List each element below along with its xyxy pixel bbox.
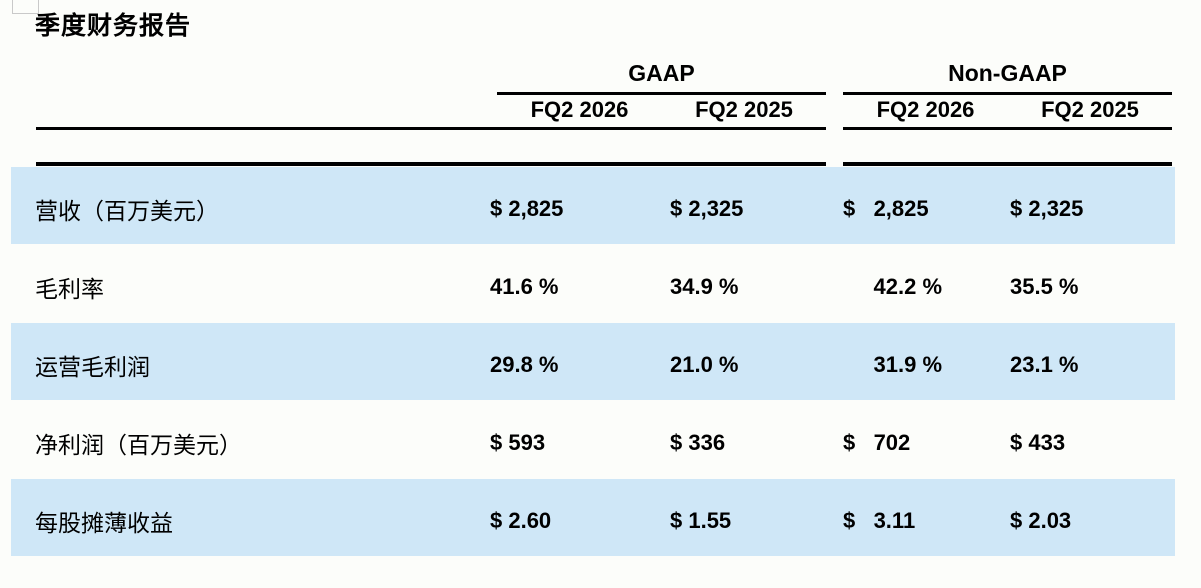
gaap-group-header: GAAP bbox=[628, 60, 695, 86]
table-cell: 35.5 % bbox=[1010, 273, 1079, 299]
body-top-rule-right bbox=[843, 162, 1172, 166]
table-cell: $ 2,325 bbox=[1010, 195, 1084, 221]
table-cell: $ 2.03 bbox=[1010, 507, 1072, 533]
column-header-gaap-fq2-2025: FQ2 2025 bbox=[695, 97, 793, 122]
non-gaap-group-header: Non-GAAP bbox=[948, 60, 1067, 86]
body-top-rule-left bbox=[36, 162, 826, 166]
table-body: 营收（百万美元） $ 2,825 $ 2,325 $ 2,825 $ 2,325… bbox=[0, 167, 1201, 557]
table-cell: $ 433 bbox=[1010, 429, 1066, 455]
row-stripe bbox=[11, 323, 1175, 400]
table-row-gross-margin: 毛利率 41.6 % 34.9 % 42.2 % 35.5 % bbox=[0, 245, 1201, 323]
table-cell: 31.9 % bbox=[843, 351, 943, 377]
non-gaap-underline bbox=[843, 92, 1172, 95]
table-cell: $ 3.11 bbox=[843, 507, 916, 533]
row-stripe bbox=[11, 245, 1175, 322]
header-rule-left bbox=[36, 127, 826, 130]
table-cell: 23.1 % bbox=[1010, 351, 1079, 377]
corner-marker bbox=[12, 0, 39, 14]
table-cell: $ 336 bbox=[670, 429, 726, 455]
table-cell: $ 2,325 bbox=[670, 195, 744, 221]
header-rule-right bbox=[843, 127, 1172, 130]
column-header-nongaap-fq2-2025: FQ2 2025 bbox=[1041, 97, 1139, 122]
gaap-underline bbox=[497, 92, 826, 95]
table-cell: $ 702 bbox=[843, 429, 911, 455]
row-label: 营收（百万美元） bbox=[35, 198, 219, 224]
row-label: 毛利率 bbox=[35, 276, 104, 302]
table-cell: 21.0 % bbox=[670, 351, 739, 377]
table-cell: 42.2 % bbox=[843, 273, 943, 299]
table-cell: $ 2.60 bbox=[490, 507, 552, 533]
table-cell: 29.8 % bbox=[490, 351, 559, 377]
row-label: 每股摊薄收益 bbox=[35, 510, 173, 536]
table-cell: $ 2,825 bbox=[843, 195, 929, 221]
page-title: 季度财务报告 bbox=[35, 13, 192, 40]
table-row-operating-margin: 运营毛利润 29.8 % 21.0 % 31.9 % 23.1 % bbox=[0, 323, 1201, 401]
column-header-nongaap-fq2-2026: FQ2 2026 bbox=[876, 97, 975, 122]
table-cell: $ 1.55 bbox=[670, 507, 732, 533]
column-header-gaap-fq2-2026: FQ2 2026 bbox=[530, 97, 629, 122]
row-label: 运营毛利润 bbox=[35, 354, 150, 380]
row-stripe bbox=[11, 167, 1175, 244]
table-row-revenue: 营收（百万美元） $ 2,825 $ 2,325 $ 2,825 $ 2,325 bbox=[0, 167, 1201, 245]
row-label: 净利润（百万美元） bbox=[35, 432, 242, 458]
table-row-diluted-eps: 每股摊薄收益 $ 2.60 $ 1.55 $ 3.11 $ 2.03 bbox=[0, 479, 1201, 557]
table-cell: $ 2,825 bbox=[490, 195, 564, 221]
table-cell: 41.6 % bbox=[490, 273, 559, 299]
row-stripe bbox=[11, 479, 1175, 556]
table-cell: 34.9 % bbox=[670, 273, 739, 299]
table-cell: $ 593 bbox=[490, 429, 546, 455]
table-row-net-income: 净利润（百万美元） $ 593 $ 336 $ 702 $ 433 bbox=[0, 401, 1201, 479]
